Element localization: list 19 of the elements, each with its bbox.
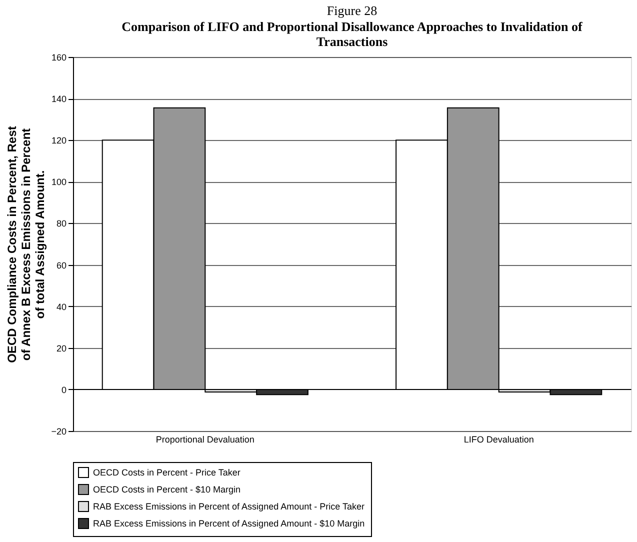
y-tick-label: 20 xyxy=(56,343,66,354)
chart-title: Figure 28 xyxy=(326,3,378,18)
x-tick-label: LIFO Devaluation xyxy=(464,434,534,444)
y-tick-label: −20 xyxy=(51,426,66,436)
y-tick-label: 100 xyxy=(51,177,66,188)
y-tick-label: 80 xyxy=(56,218,66,229)
legend-label: RAB Excess Emissions in Percent of Assigned Amount - $10 Margin xyxy=(93,518,365,528)
y-tick-label: 160 xyxy=(51,52,66,62)
x-tick-label: Proportional Devaluation xyxy=(156,434,254,444)
y-tick-label: 120 xyxy=(51,136,66,146)
y-tick-label: 140 xyxy=(51,94,66,104)
y-tick-label: 60 xyxy=(56,260,66,270)
legend-label: RAB Excess Emissions in Percent of Assigned Amount - Price Taker xyxy=(93,502,364,512)
y-axis-title: OECD Compliance Costs in Percent, Rest of Annex B Excess Emissions in Percent of total Assigned Amount. xyxy=(5,126,48,363)
legend-label: OECD Costs in Percent - $10 Margin xyxy=(93,484,241,494)
chart-subtitle: Comparison of LIFO and Proportional Disallowance Approaches to Invalidation of Transactions xyxy=(122,19,584,49)
legend-label: OECD Costs in Percent - Price Taker xyxy=(93,468,240,478)
y-tick-label: 0 xyxy=(61,384,66,395)
y-tick-label: 40 xyxy=(56,302,66,312)
